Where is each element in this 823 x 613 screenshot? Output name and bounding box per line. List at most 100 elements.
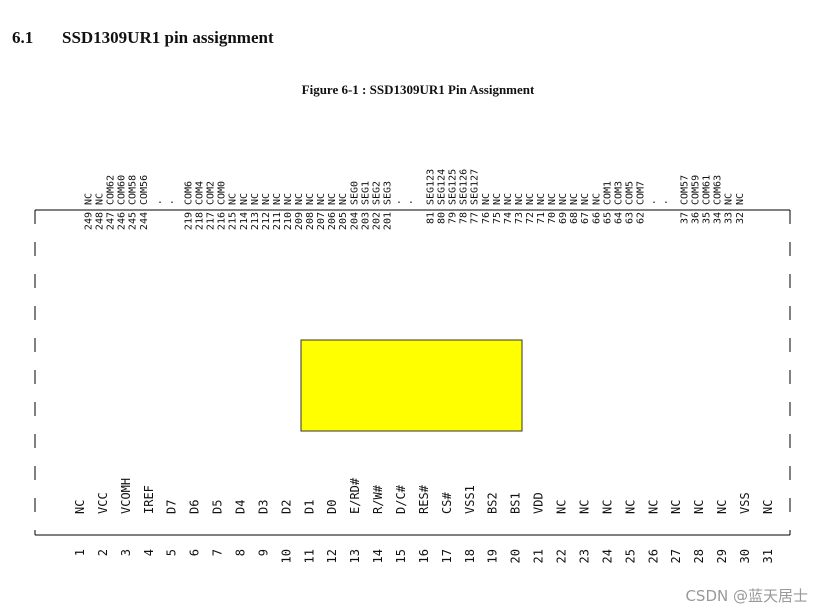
top-pin-number: 211 <box>272 212 283 230</box>
top-pin-number: 80 <box>437 212 448 224</box>
top-pin-number: 245 <box>128 212 139 230</box>
bottom-pin-number: 10 <box>279 549 293 563</box>
top-pin-name: COM58 <box>128 175 139 205</box>
top-pin-number: 63 <box>624 212 635 224</box>
top-pin-name: NC <box>327 193 338 205</box>
top-pin-name: NC <box>724 193 735 205</box>
bottom-pin-number: 1 <box>73 549 87 556</box>
top-pin-number: 77 <box>470 212 481 224</box>
top-pin-number: 219 <box>184 212 195 230</box>
bottom-pin-name: D/C# <box>394 484 408 514</box>
top-pin-number: 204 <box>349 212 360 230</box>
bottom-pin-number: 5 <box>165 549 179 556</box>
top-pin-number: 210 <box>283 212 294 230</box>
top-pin-number: 218 <box>195 212 206 230</box>
section-number: 6.1 <box>12 28 33 47</box>
top-pin-number: 32 <box>735 212 746 224</box>
top-pin-number: 201 <box>382 212 393 230</box>
top-pin-name: COM3 <box>613 181 624 205</box>
top-pin-name: NC <box>239 193 250 205</box>
top-pin-name: NC <box>580 193 591 205</box>
bottom-pin-name: NC <box>73 500 87 514</box>
bottom-pin-name: IREF <box>142 485 156 514</box>
top-pin-name: COM7 <box>635 181 646 205</box>
top-pin-name: NC <box>735 193 746 205</box>
bottom-pin-name: NC <box>715 500 729 514</box>
bottom-pin-name: NC <box>555 500 569 514</box>
bottom-pin-name: NC <box>577 500 591 514</box>
bottom-pin-name: NC <box>669 500 683 514</box>
top-pin-name: NC <box>558 193 569 205</box>
top-pin-name: NC <box>514 193 525 205</box>
bottom-pin-name: D6 <box>188 500 202 514</box>
bottom-pin-number: 15 <box>394 549 408 563</box>
top-pin-number: 35 <box>702 212 713 224</box>
top-pin-name: NC <box>338 193 349 205</box>
top-pin-name: NC <box>294 193 305 205</box>
bottom-pin-name: VSS <box>738 492 752 514</box>
top-pin-number: 244 <box>139 212 150 230</box>
bottom-pin-name: NC <box>761 500 775 514</box>
bottom-pin-number: 18 <box>463 549 477 563</box>
top-pin-number: 67 <box>580 212 591 224</box>
bottom-pin-number: 13 <box>348 549 362 563</box>
top-pin-number: 203 <box>360 212 371 230</box>
top-pin-name: COM0 <box>217 181 228 205</box>
bottom-pin-name: R/W# <box>371 484 385 514</box>
top-pin-name: COM1 <box>602 181 613 205</box>
top-pin-name: NC <box>492 193 503 205</box>
top-pin-number: 62 <box>635 212 646 224</box>
bottom-pin-name: E/RD# <box>348 477 362 514</box>
bottom-pin-number: 29 <box>715 549 729 563</box>
top-pin-name: SEG126 <box>459 169 470 205</box>
top-pin-number: 213 <box>250 212 261 230</box>
bottom-pin-number: 26 <box>646 549 660 563</box>
top-pin-name: NC <box>316 193 327 205</box>
bottom-pin-number: 19 <box>486 549 500 563</box>
top-pin-name: COM5 <box>624 181 635 205</box>
bottom-pin-name: D7 <box>165 500 179 514</box>
top-pin-name: SEG1 <box>360 181 371 205</box>
top-pin-name: NC <box>272 193 283 205</box>
bottom-pin-number: 27 <box>669 549 683 563</box>
bottom-pin-name: D4 <box>234 500 248 514</box>
top-pin-name: NC <box>228 193 239 205</box>
ellipsis: . . <box>651 195 669 206</box>
top-pin-number: 73 <box>514 212 525 224</box>
top-pin-number: 69 <box>558 212 569 224</box>
top-pin-name: SEG127 <box>470 169 481 205</box>
top-pin-name: COM2 <box>206 181 217 205</box>
bottom-pin-number: 12 <box>325 549 339 563</box>
top-pin-number: 64 <box>613 212 624 224</box>
bottom-pin-number: 23 <box>577 549 591 563</box>
bottom-pin-number: 22 <box>555 549 569 563</box>
bottom-pin-number: 14 <box>371 549 385 563</box>
top-pin-number: 215 <box>228 212 239 230</box>
top-pin-number: 206 <box>327 212 338 230</box>
top-pin-name: COM60 <box>117 175 128 205</box>
bottom-pin-name: BS2 <box>486 492 500 514</box>
bottom-pin-number: 30 <box>738 549 752 563</box>
bottom-pin-name: NC <box>692 500 706 514</box>
top-pin-name: COM56 <box>139 175 150 205</box>
top-pin-name: NC <box>569 193 580 205</box>
bottom-pin-number: 25 <box>623 549 637 563</box>
top-pin-number: 78 <box>459 212 470 224</box>
bottom-pin-name: D2 <box>279 500 293 514</box>
bottom-pin-name: D5 <box>211 500 225 514</box>
bottom-pin-number: 21 <box>532 549 546 563</box>
top-pin-name: NC <box>305 193 316 205</box>
top-pin-name: SEG123 <box>426 169 437 205</box>
bottom-pin-name: VCC <box>96 492 110 514</box>
top-pin-number: 79 <box>448 212 459 224</box>
ellipsis: . . <box>396 195 414 206</box>
top-pin-number: 76 <box>481 212 492 224</box>
figure-caption: Figure 6-1 : SSD1309UR1 Pin Assignment <box>302 82 535 97</box>
top-pin-name: NC <box>95 193 106 205</box>
top-pin-number: 247 <box>106 212 117 230</box>
top-pin-name: NC <box>547 193 558 205</box>
top-pin-name: SEG3 <box>382 181 393 205</box>
top-pin-number: 212 <box>261 212 272 230</box>
top-pin-name: SEG124 <box>437 169 448 205</box>
